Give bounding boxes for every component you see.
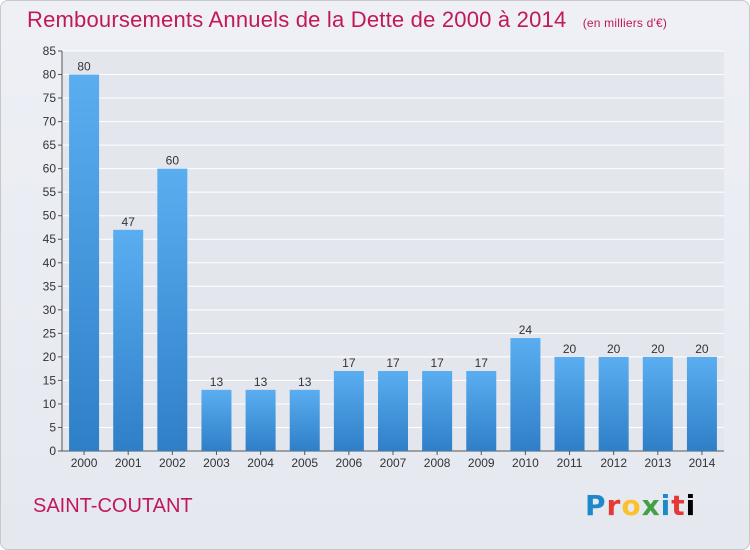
bar <box>422 371 453 451</box>
x-tick-label: 2001 <box>115 456 142 470</box>
y-tick-label: 70 <box>43 115 57 129</box>
bar-value-label: 20 <box>695 342 709 356</box>
bar-value-label: 17 <box>386 356 400 370</box>
bar <box>201 389 232 451</box>
commune-name: SAINT-COUTANT <box>33 495 193 517</box>
logo-letter: i <box>685 489 697 522</box>
y-tick-label: 45 <box>43 232 57 246</box>
x-tick-label: 2002 <box>159 456 186 470</box>
bar <box>69 74 100 451</box>
logo-letter: x <box>641 489 661 522</box>
bar <box>245 389 276 451</box>
y-tick-label: 40 <box>43 256 57 270</box>
x-tick-label: 2007 <box>380 456 407 470</box>
bar <box>378 371 408 451</box>
x-tick-label: 2008 <box>424 456 451 470</box>
bar-value-label: 13 <box>254 375 268 389</box>
bar <box>510 338 541 451</box>
bar <box>333 371 364 451</box>
bar <box>686 356 717 451</box>
y-tick-label: 60 <box>43 162 57 176</box>
bar-value-label: 17 <box>430 356 444 370</box>
x-tick-label: 2003 <box>203 456 230 470</box>
y-tick-label: 15 <box>43 373 57 387</box>
chart-title-text: Remboursements Annuels de la Dette de 20… <box>27 7 567 32</box>
x-tick-label: 2005 <box>291 456 318 470</box>
y-tick-label: 0 <box>49 444 56 458</box>
y-tick-label: 75 <box>43 91 57 105</box>
x-tick-label: 2006 <box>336 456 363 470</box>
y-tick-label: 5 <box>49 420 56 434</box>
bar <box>598 356 629 451</box>
x-tick-label: 2004 <box>247 456 274 470</box>
x-tick-label: 2014 <box>689 456 716 470</box>
bar <box>554 356 585 451</box>
x-tick-label: 2000 <box>71 456 98 470</box>
bar <box>157 168 188 451</box>
bar <box>642 356 673 451</box>
y-tick-label: 30 <box>43 303 57 317</box>
bar-value-label: 17 <box>475 356 489 370</box>
bar-value-label: 24 <box>519 323 533 337</box>
bar-value-label: 47 <box>122 215 136 229</box>
bar <box>113 229 144 451</box>
bar <box>289 389 320 451</box>
bar-value-label: 80 <box>77 60 91 74</box>
x-tick-label: 2012 <box>600 456 627 470</box>
y-tick-label: 80 <box>43 68 57 82</box>
logo-letter: r <box>606 489 622 522</box>
x-tick-label: 2011 <box>557 456 583 470</box>
bar-value-label: 17 <box>342 356 356 370</box>
chart-title: Remboursements Annuels de la Dette de 20… <box>27 7 667 33</box>
logo-letter: t <box>671 489 686 522</box>
y-tick-label: 25 <box>43 326 57 340</box>
bar-value-label: 20 <box>607 342 621 356</box>
y-tick-label: 55 <box>43 185 57 199</box>
x-tick-label: 2009 <box>468 456 495 470</box>
x-tick-label: 2010 <box>512 456 539 470</box>
logo-letter: P <box>585 489 607 522</box>
bar-value-label: 20 <box>651 342 665 356</box>
y-tick-label: 20 <box>43 350 57 364</box>
logo-letter: o <box>621 489 642 522</box>
bar-value-label: 13 <box>298 375 312 389</box>
y-tick-label: 35 <box>43 279 57 293</box>
chart-unit: (en milliers d'€) <box>582 16 668 30</box>
y-tick-label: 65 <box>43 138 57 152</box>
logo-letter: i <box>660 489 672 522</box>
bar-value-label: 13 <box>210 375 224 389</box>
bar-value-label: 60 <box>166 154 180 168</box>
bar <box>466 371 497 451</box>
proxiti-logo: Proxiti <box>585 489 696 522</box>
bar-value-label: 20 <box>563 342 577 356</box>
y-tick-label: 50 <box>43 209 57 223</box>
y-tick-label: 10 <box>43 397 57 411</box>
x-tick-label: 2013 <box>644 456 671 470</box>
y-tick-label: 85 <box>43 44 57 58</box>
